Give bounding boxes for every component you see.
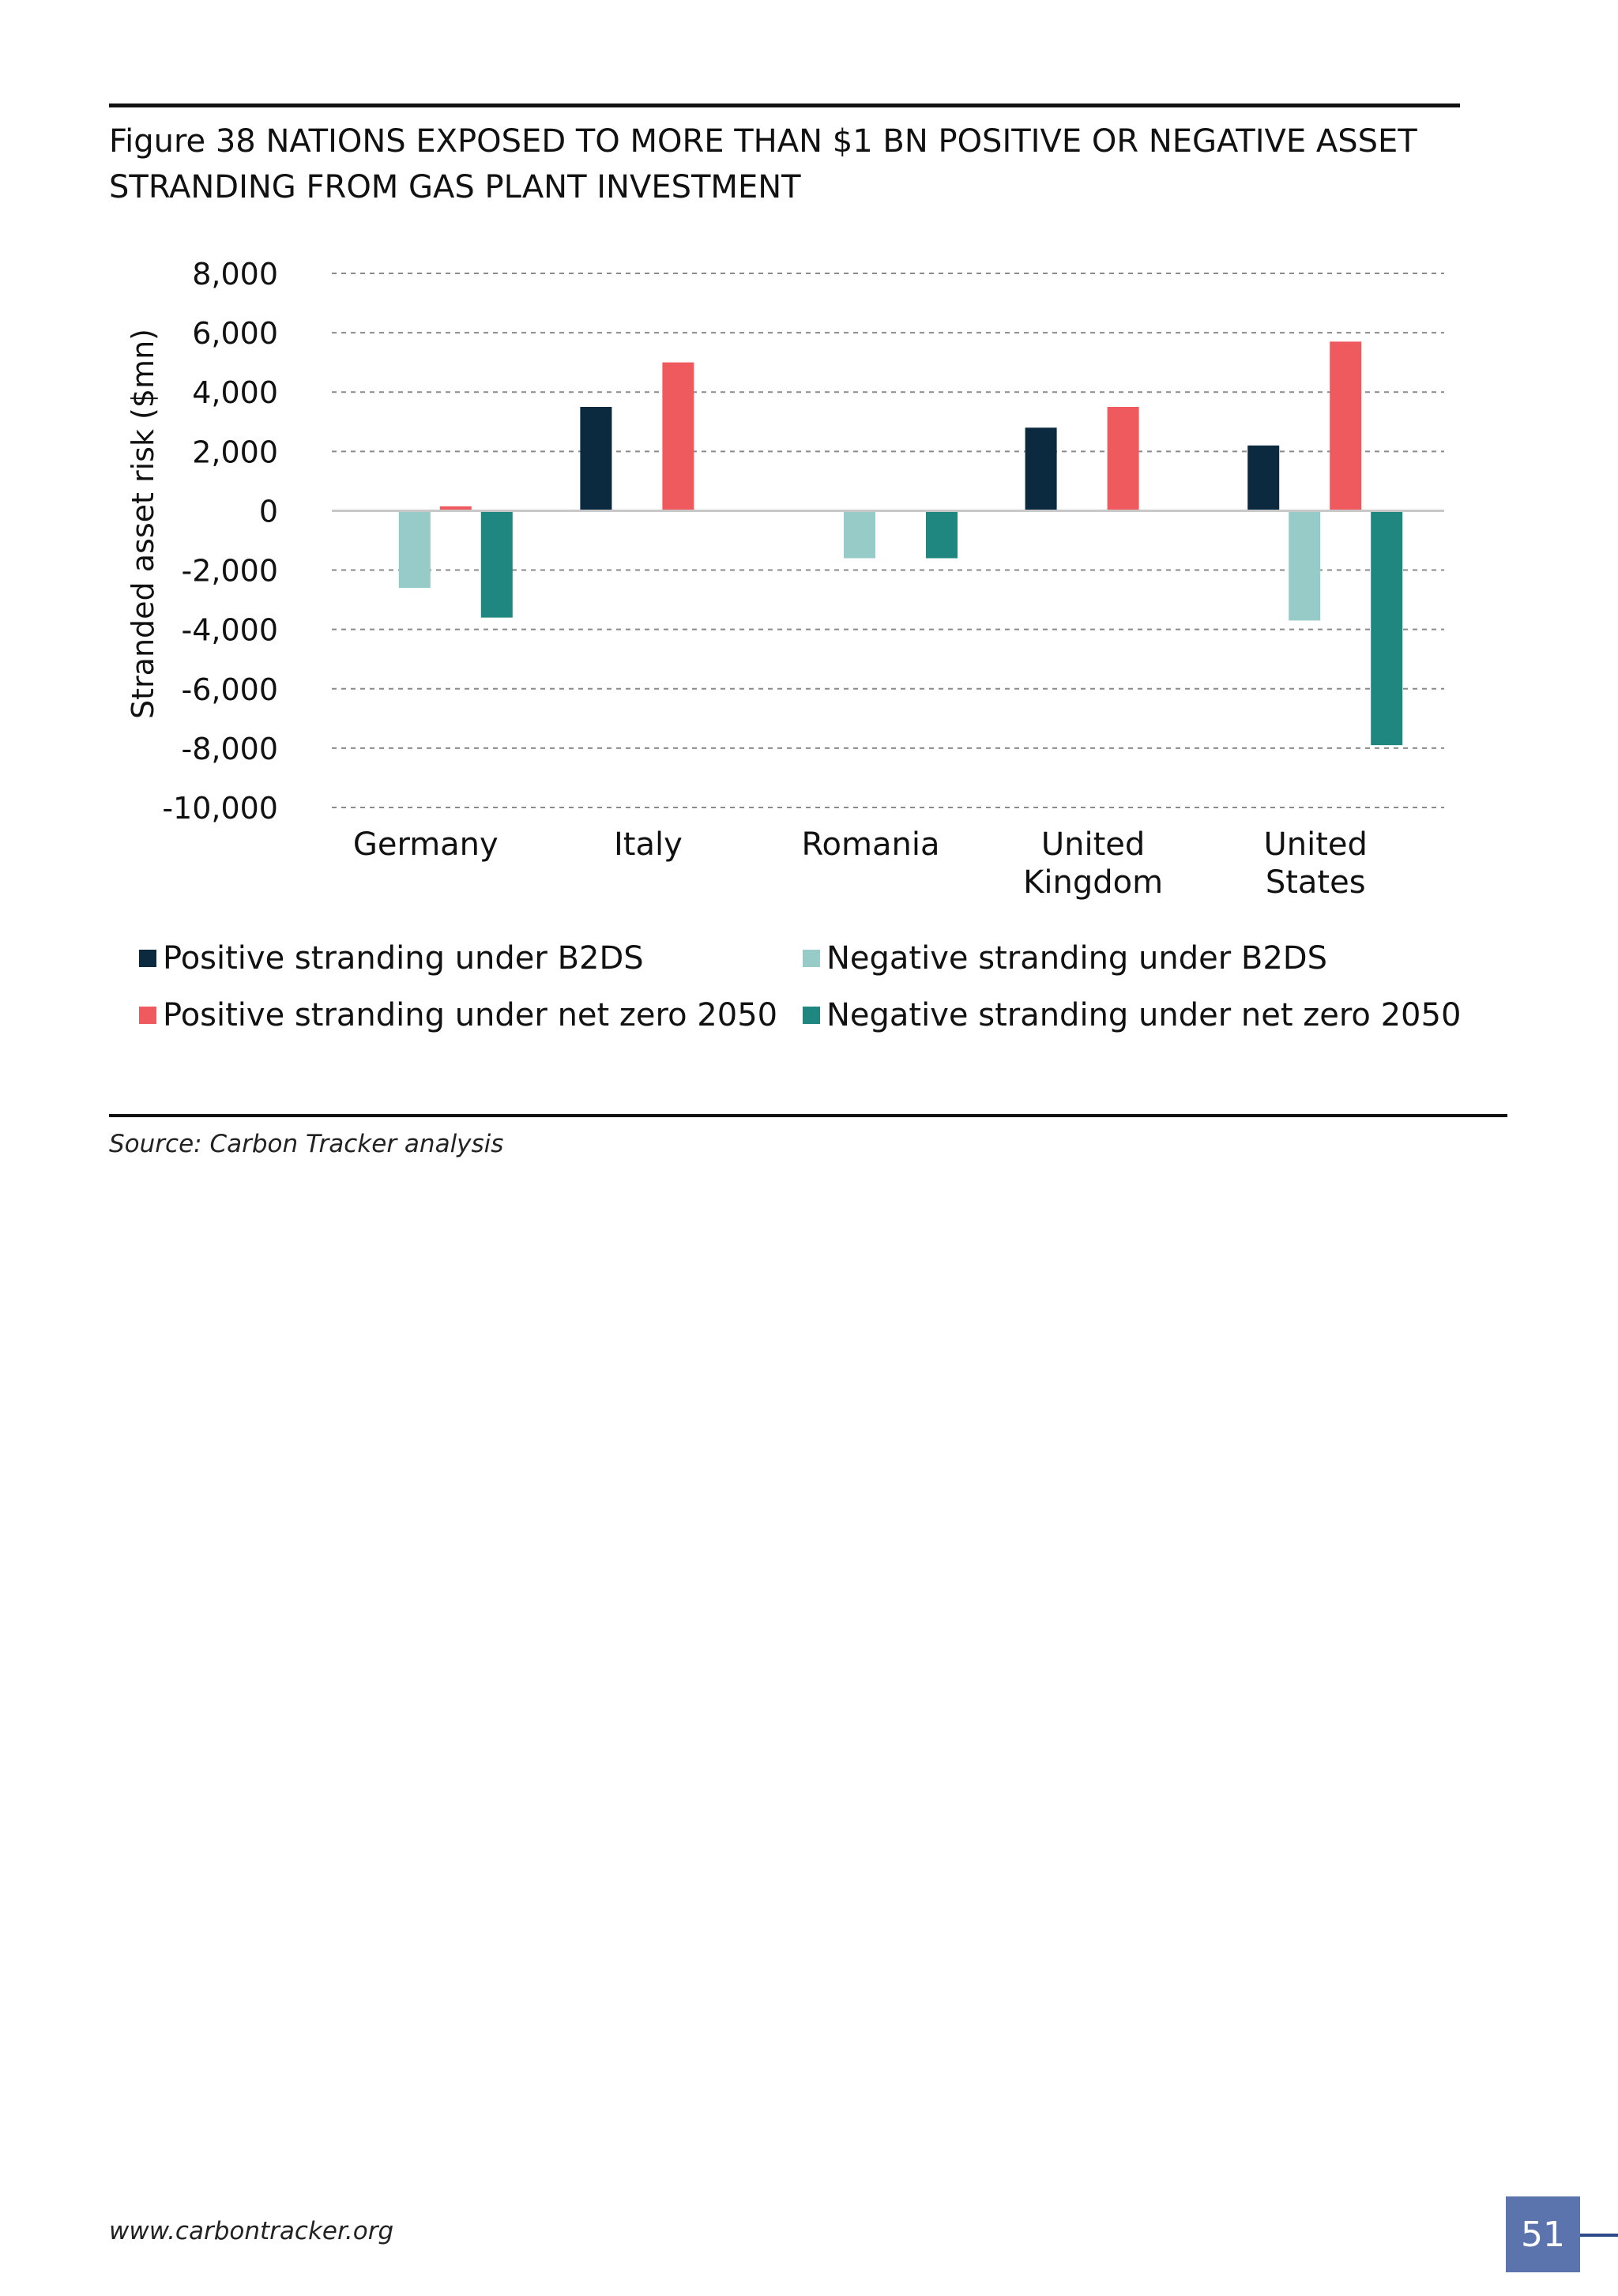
y-tick-label: -8,000 (182, 732, 279, 766)
category-label: United (1041, 826, 1145, 863)
y-tick-label: 8,000 (192, 257, 278, 292)
bar (1371, 510, 1403, 746)
bar (1107, 407, 1139, 511)
category-labels: Germany Italy Romania UnitedKingdomUnitedSt… (353, 826, 1368, 901)
bottom-rule (109, 1114, 1507, 1117)
category-label: States (1266, 864, 1366, 901)
bar-chart: 8,000 6,000 4,000 2,000 0 -2,000 -4,000 -6,000 -… (126, 257, 1444, 901)
legend-item-positive-nz2050: Positive stranding under net zero 2050 (139, 997, 777, 1033)
category-label: Kingdom (1023, 864, 1163, 901)
bar (439, 506, 472, 511)
page-number: 51 (1506, 2196, 1580, 2272)
y-tick-labels: 8,000 6,000 4,000 2,000 0 -2,000 -4,000 -6,000 -… (162, 257, 278, 826)
category-label: United (1263, 826, 1367, 863)
source-note: Source: Carbon Tracker analysis (109, 1130, 504, 1158)
category-label: Italy (614, 826, 683, 863)
y-tick-label: -6,000 (182, 672, 279, 707)
bars (398, 341, 1403, 746)
footer-url: www.carbontracker.org (109, 2217, 394, 2245)
category-label: Romania (802, 826, 940, 863)
legend-item-positive-b2ds: Positive stranding under B2DS (139, 940, 644, 977)
legend-swatch (803, 1007, 820, 1024)
y-tick-label: 4,000 (192, 375, 278, 410)
y-tick-label: 2,000 (192, 435, 278, 469)
legend-item-negative-nz2050: Negative stranding under net zero 2050 (803, 997, 1461, 1033)
page-number-accent-line (1580, 2234, 1618, 2237)
bar (926, 510, 958, 559)
legend-swatch (139, 1007, 156, 1024)
figure-title: Figure 38 NATIONS EXPOSED TO MORE THAN $… (109, 123, 1417, 205)
bar (398, 510, 431, 589)
legend-swatch (139, 950, 156, 967)
y-tick-label: -4,000 (182, 613, 279, 648)
legend-label: Positive stranding under B2DS (163, 940, 644, 977)
legend-item-negative-b2ds: Negative stranding under B2DS (803, 940, 1327, 977)
legend-swatch (803, 950, 820, 967)
legend-label: Positive stranding under net zero 2050 (163, 997, 778, 1033)
bar (1025, 427, 1057, 511)
bar (580, 407, 612, 511)
bar (662, 362, 694, 511)
legend-label: Negative stranding under net zero 2050 (826, 997, 1462, 1033)
legend-label: Negative stranding under B2DS (826, 940, 1327, 977)
bar (480, 510, 513, 618)
bar (1247, 445, 1280, 511)
top-rule (109, 104, 1460, 107)
bar (1289, 510, 1321, 621)
category-label: Germany (353, 826, 499, 863)
y-tick-label: 0 (259, 494, 278, 529)
y-tick-label: 6,000 (192, 316, 278, 351)
bar (1330, 341, 1362, 511)
y-tick-label: -2,000 (182, 554, 279, 589)
y-tick-label: -10,000 (162, 791, 278, 826)
y-axis-label: Stranded asset risk ($mn) (126, 329, 160, 719)
bar (844, 510, 875, 559)
